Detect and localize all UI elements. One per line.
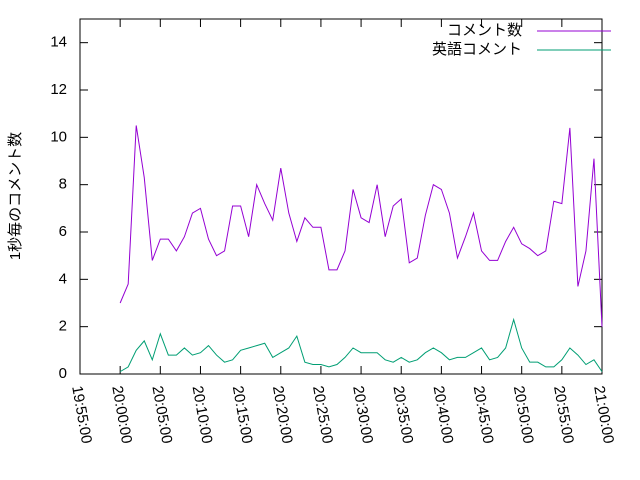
y-tick-label: 8	[59, 176, 67, 193]
y-tick-label: 14	[50, 34, 67, 51]
y-tick-label: 10	[50, 128, 67, 145]
series-line	[119, 125, 603, 327]
legend-label: 英語コメント	[432, 40, 522, 58]
y-axis-label: 1秒毎のコメント数	[7, 132, 24, 260]
y-tick-label: 4	[59, 270, 67, 287]
y-tick-label: 6	[59, 223, 67, 240]
y-tick-label: 0	[59, 365, 67, 382]
plot-frame	[79, 18, 603, 375]
y-tick-label: 12	[50, 81, 67, 98]
legend-label: コメント数	[447, 22, 522, 39]
y-tick-label: 2	[59, 318, 67, 335]
series-line	[119, 317, 603, 373]
